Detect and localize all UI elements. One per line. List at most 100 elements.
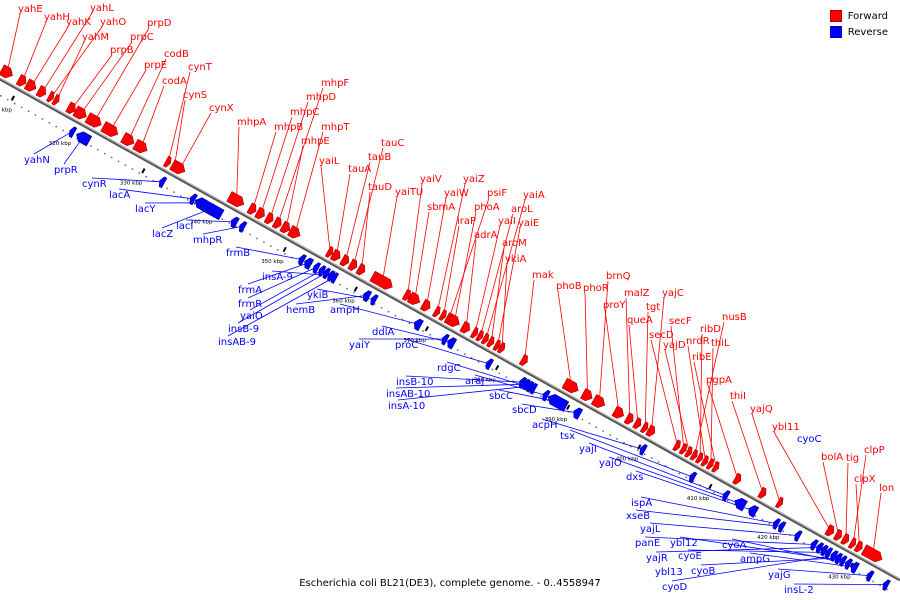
gene-label[interactable]: insAB-9 (218, 337, 256, 348)
gene-label[interactable]: queA (627, 315, 653, 326)
gene-arrow[interactable] (445, 336, 458, 350)
gene-label[interactable]: rdgC (437, 363, 461, 374)
gene-arrow[interactable] (132, 138, 150, 155)
gene-label[interactable]: mhpD (306, 92, 336, 103)
gene-arrow[interactable] (847, 537, 858, 550)
gene-label[interactable]: lacY (135, 204, 156, 215)
gene-label[interactable]: phoR (583, 283, 609, 294)
gene-label[interactable]: mhpB (274, 122, 303, 133)
gene-label[interactable]: nrdR (686, 336, 710, 347)
gene-arrow[interactable] (849, 561, 860, 574)
gene-arrow[interactable] (776, 520, 787, 533)
gene-label[interactable]: mak (532, 270, 554, 281)
gene-arrow[interactable] (412, 318, 424, 332)
legend-reverse[interactable]: Reverse (829, 24, 888, 40)
gene-label[interactable]: codB (164, 49, 189, 60)
gene-label[interactable]: cyoA (722, 540, 747, 551)
gene-label[interactable]: frmA (238, 285, 262, 296)
gene-arrow[interactable] (401, 288, 413, 302)
gene-arrow[interactable] (157, 176, 168, 189)
gene-label[interactable]: yahH (44, 12, 70, 23)
gene-label[interactable]: tauD (368, 182, 392, 193)
gene-label[interactable]: iraP (457, 216, 476, 227)
gene-label[interactable]: thiI (730, 391, 746, 402)
gene-label[interactable]: yahL (90, 3, 114, 14)
gene-label[interactable]: prpE (144, 60, 167, 71)
gene-label[interactable]: cyoE (678, 551, 702, 562)
gene-arrow[interactable] (74, 129, 93, 147)
gene-label[interactable]: ykiA (505, 254, 526, 265)
gene-label[interactable]: proC (395, 340, 418, 351)
gene-label[interactable]: insL-2 (784, 585, 814, 596)
gene-label[interactable]: ybl12 (670, 538, 698, 549)
gene-label[interactable]: aroL (511, 204, 533, 215)
gene-arrow[interactable] (84, 112, 104, 130)
gene-label[interactable]: cynR (82, 179, 107, 190)
gene-arrow[interactable] (687, 471, 698, 484)
gene-label[interactable]: insB-10 (396, 377, 434, 388)
gene-arrow[interactable] (521, 378, 531, 391)
gene-arrow[interactable] (672, 439, 683, 452)
gene-label[interactable]: aroM (502, 238, 527, 249)
gene-arrow[interactable] (369, 293, 379, 306)
gene-arrow[interactable] (45, 90, 56, 103)
gene-arrow[interactable] (65, 101, 79, 116)
gene-label[interactable]: sbmA (427, 202, 455, 213)
gene-label[interactable]: prpC (130, 32, 154, 43)
gene-arrow[interactable] (100, 121, 121, 139)
gene-label[interactable]: yahO (100, 17, 126, 28)
gene-arrow[interactable] (746, 504, 760, 518)
gene-label[interactable]: phoB (556, 281, 582, 292)
gene-label[interactable]: yahK (66, 17, 91, 28)
gene-label[interactable]: lacI (176, 221, 193, 232)
gene-label[interactable]: yahM (82, 32, 109, 43)
gene-label[interactable]: prpD (147, 18, 172, 29)
gene-arrow[interactable] (571, 406, 584, 420)
gene-arrow[interactable] (623, 412, 636, 426)
gene-label[interactable]: pgpA (706, 375, 732, 386)
gene-label[interactable]: tig (846, 453, 859, 464)
gene-arrow[interactable] (838, 555, 848, 568)
gene-label[interactable]: mhpF (321, 78, 349, 89)
gene-label[interactable]: frmB (226, 248, 250, 259)
gene-label[interactable]: yaiY (349, 340, 371, 351)
gene-label[interactable]: tauB (368, 152, 391, 163)
gene-label[interactable]: ybl11 (772, 422, 800, 433)
gene-arrow[interactable] (23, 78, 38, 94)
gene-arrow[interactable] (226, 191, 247, 210)
gene-label[interactable]: yaiE (518, 218, 539, 229)
gene-label[interactable]: cyoB (691, 566, 716, 577)
gene-label[interactable]: ddlA (372, 327, 394, 338)
gene-arrow[interactable] (484, 358, 495, 371)
gene-arrow[interactable] (711, 460, 721, 473)
gene-label[interactable]: xseB (626, 511, 650, 522)
gene-label[interactable]: yajI (579, 444, 597, 455)
gene-label[interactable]: tauA (348, 164, 371, 175)
gene-arrow[interactable] (684, 445, 694, 458)
gene-arrow[interactable] (645, 424, 658, 438)
gene-arrow[interactable] (580, 388, 594, 403)
gene-label[interactable]: yahN (24, 155, 50, 166)
gene-arrow[interactable] (406, 291, 422, 307)
gene-label[interactable]: mhpC (290, 107, 319, 118)
gene-arrow[interactable] (639, 421, 650, 434)
gene-arrow[interactable] (561, 377, 581, 395)
gene-arrow[interactable] (229, 216, 240, 229)
gene-arrow[interactable] (853, 540, 865, 554)
gene-arrow[interactable] (355, 263, 368, 276)
gene-label[interactable]: tsx (560, 431, 575, 442)
gene-label[interactable]: dxs (626, 472, 643, 483)
gene-arrow[interactable] (694, 451, 705, 464)
gene-label[interactable]: yajL (640, 524, 661, 535)
gene-arrow[interactable] (732, 472, 744, 486)
gene-arrow[interactable] (237, 220, 248, 233)
gene-label[interactable]: sbcC (489, 391, 513, 402)
gene-arrow[interactable] (518, 353, 530, 367)
gene-label[interactable]: insA-9 (262, 272, 293, 283)
gene-label[interactable]: brnQ (606, 271, 631, 282)
gene-arrow[interactable] (419, 298, 433, 313)
gene-label[interactable]: clpP (864, 445, 885, 456)
gene-label[interactable]: yaiI (498, 216, 516, 227)
gene-label[interactable]: proY (603, 300, 626, 311)
gene-arrow[interactable] (757, 486, 769, 500)
